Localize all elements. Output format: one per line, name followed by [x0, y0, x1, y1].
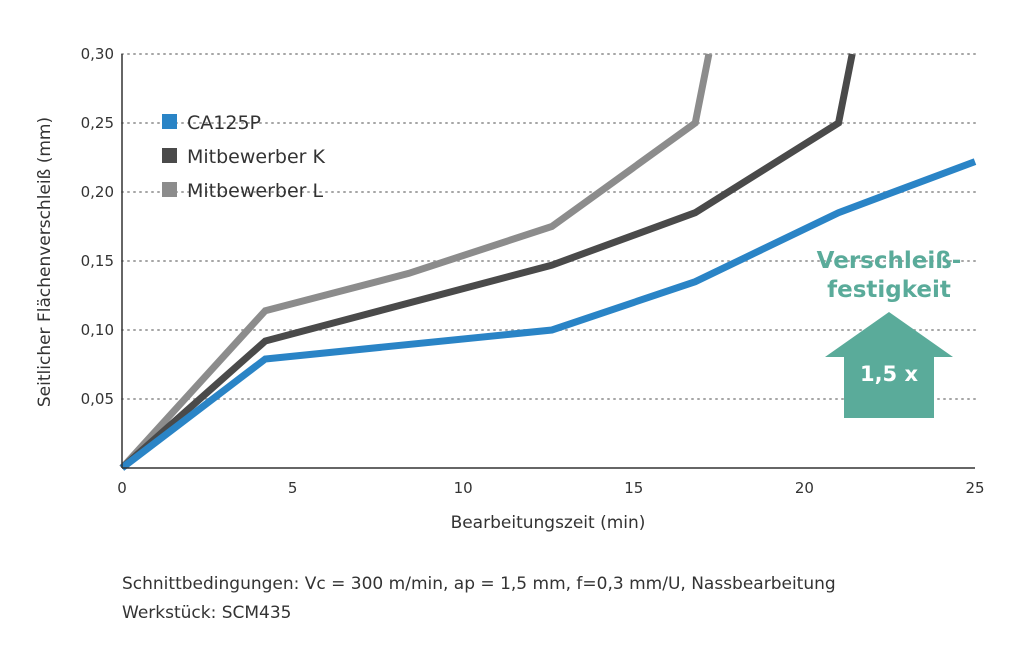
up-arrow-icon [825, 312, 953, 418]
legend-swatch [162, 114, 177, 129]
x-tick-label: 0 [117, 479, 127, 497]
workpiece-note: Werkstück: SCM435 [122, 603, 292, 623]
wear-resistance-callout: Verschleiß- festigkeit 1,5 x [817, 248, 962, 418]
x-tick-label: 25 [965, 479, 984, 497]
tick-labels: 0,05 0,10 0,15 0,20 0,25 0,30 0 5 10 15 20 25 [81, 45, 985, 497]
legend-swatch [162, 148, 177, 163]
x-tick-label: 20 [795, 479, 814, 497]
callout-arrow-label: 1,5 x [860, 362, 919, 386]
x-axis-title: Bearbeitungszeit (min) [451, 513, 646, 533]
legend-label: Mitbewerber L [187, 180, 324, 202]
series-line-mitbewerber-k [119, 53, 856, 471]
wear-chart: 0,05 0,10 0,15 0,20 0,25 0,30 0 5 10 15 20 25 Bearb… [35, 45, 985, 533]
x-tick-label: 5 [288, 479, 298, 497]
series-line-mitbewerber-l [119, 53, 713, 471]
y-tick-label: 0,25 [81, 114, 114, 132]
y-tick-label: 0,10 [81, 321, 114, 339]
y-tick-label: 0,30 [81, 45, 114, 63]
series-lines [119, 53, 977, 471]
y-tick-label: 0,20 [81, 183, 114, 201]
series-line-ca125p [119, 158, 977, 471]
legend-label: Mitbewerber K [187, 146, 326, 168]
axes [121, 54, 975, 469]
y-tick-label: 0,15 [81, 252, 114, 270]
y-axis-title: Seitlicher Flächenverschleiß (mm) [35, 117, 55, 407]
x-tick-label: 10 [454, 479, 473, 497]
cutting-conditions-note: Schnittbedingungen: Vc = 300 m/min, ap =… [122, 574, 836, 594]
legend-label: CA125P [187, 112, 261, 134]
legend-swatch [162, 182, 177, 197]
callout-text-line2: festigkeit [827, 277, 951, 303]
callout-text-line1: Verschleiß- [817, 248, 962, 274]
y-tick-label: 0,05 [81, 390, 114, 408]
legend: CA125P Mitbewerber K Mitbewerber L [162, 112, 326, 202]
x-tick-label: 15 [624, 479, 643, 497]
